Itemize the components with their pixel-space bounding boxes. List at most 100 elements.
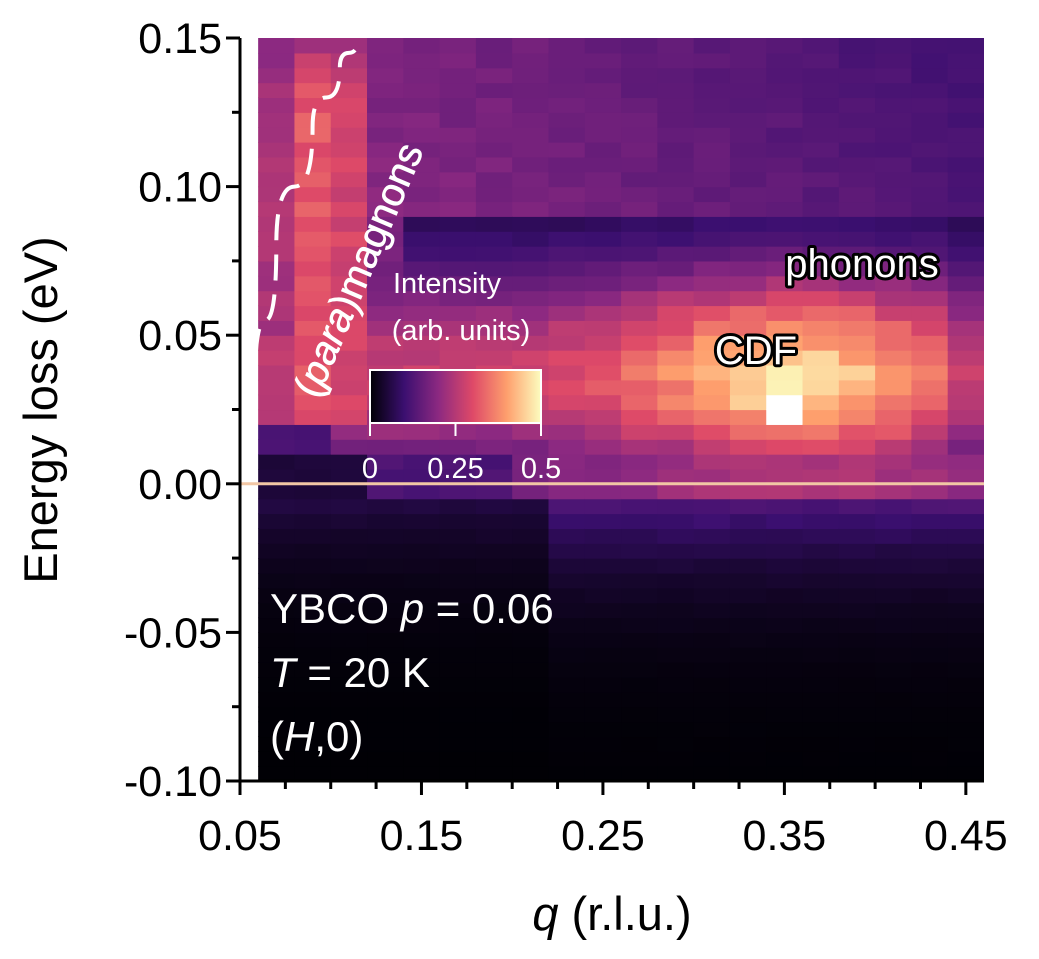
heatmap-cell [294, 350, 332, 366]
heatmap-cell [875, 587, 913, 604]
heatmap-cell [512, 127, 550, 143]
heatmap-cell [802, 231, 840, 247]
heatmap-cell [947, 379, 984, 396]
heatmap-cell [294, 82, 332, 99]
heatmap-cell [766, 127, 804, 143]
heatmap-cell [512, 186, 550, 203]
heatmap-cell [693, 721, 731, 738]
y-tick-label: 0.10 [138, 164, 222, 212]
heatmap-cell [367, 231, 404, 247]
heatmap-cell [766, 112, 804, 128]
heatmap-cell [802, 468, 840, 485]
heatmap-cell [802, 439, 840, 455]
heatmap-cell [621, 751, 658, 767]
heatmap-cell [584, 364, 622, 381]
heatmap-cell [657, 246, 695, 262]
heatmap-cell [947, 186, 984, 203]
heatmap-cell [621, 662, 658, 678]
heatmap-cell [258, 97, 296, 113]
heatmap-cell [911, 186, 949, 203]
heatmap-cell [403, 201, 441, 217]
heatmap-cell [947, 260, 984, 277]
heatmap-cell [657, 231, 695, 247]
heatmap-cell [258, 275, 296, 292]
heatmap-cell [548, 617, 586, 633]
heatmap-cell [729, 379, 767, 396]
heatmap-cell [548, 483, 586, 500]
heatmap-cell [875, 379, 913, 396]
heatmap-cell [294, 156, 332, 173]
heatmap-cell [439, 350, 477, 366]
heatmap-cell [802, 766, 840, 781]
heatmap-cell [403, 290, 441, 307]
heatmap-cell [947, 97, 984, 113]
heatmap-cell [330, 424, 368, 440]
heatmap-cell [947, 246, 984, 262]
heatmap-cell [439, 231, 477, 247]
heatmap-cell [330, 558, 368, 574]
heatmap-cell [729, 409, 767, 425]
heatmap-cell [657, 454, 695, 470]
heatmap-cell [729, 82, 767, 99]
heatmap-cell [693, 736, 731, 752]
heatmap-cell [294, 201, 332, 217]
heatmap-cell [875, 468, 913, 485]
heatmap-cell [947, 706, 984, 723]
heatmap-cell [875, 394, 913, 411]
heatmap-cell [729, 513, 767, 529]
heatmap-cell [657, 572, 695, 589]
heatmap-cell [258, 483, 296, 500]
heatmap-cell [548, 454, 586, 470]
heatmap-cell [875, 364, 913, 381]
heatmap-cell [512, 320, 550, 336]
heatmap-cell [548, 736, 586, 752]
heatmap-cell [330, 468, 368, 485]
heatmap-cell [512, 82, 550, 99]
heatmap-cell [367, 201, 404, 217]
heatmap-cell [439, 260, 477, 277]
heatmap-cell [947, 602, 984, 619]
heatmap-cell [911, 246, 949, 262]
heatmap-cell [766, 82, 804, 99]
heatmap-cell [838, 454, 876, 470]
heatmap-cell [294, 766, 332, 781]
heatmap-cell [947, 290, 984, 307]
heatmap-cell [838, 647, 876, 663]
heatmap-cell [584, 602, 622, 619]
heatmap-cell [548, 275, 586, 292]
heatmap-cell [621, 127, 658, 143]
heatmap-cell [403, 305, 441, 321]
heatmap-cell [693, 572, 731, 589]
heatmap-cell [729, 201, 767, 217]
heatmap-cell [693, 602, 731, 619]
heatmap-cell [330, 409, 368, 425]
heatmap-cell [584, 632, 622, 648]
heatmap-cell [621, 260, 658, 277]
heatmap-cell [911, 587, 949, 604]
heatmap-cell [947, 676, 984, 693]
heatmap-cell [657, 409, 695, 425]
heatmap-cell [475, 186, 513, 203]
heatmap-cell [802, 364, 840, 381]
heatmap-cell [330, 112, 368, 128]
heatmap-cell [729, 350, 767, 366]
heatmap-cell [330, 350, 368, 366]
heatmap-cell [367, 751, 404, 767]
heatmap-cell [258, 364, 296, 381]
heatmap-cell [657, 676, 695, 693]
heatmap-cell [838, 364, 876, 381]
heatmap-cell [621, 647, 658, 663]
heatmap-cell [294, 379, 332, 396]
heatmap-cell [330, 513, 368, 529]
heatmap-cell [330, 572, 368, 589]
heatmap-cell [439, 632, 477, 648]
heatmap-cell [330, 454, 368, 470]
heatmap-cell [766, 691, 804, 708]
heatmap-cell [693, 335, 731, 351]
heatmap-cell [838, 528, 876, 544]
heatmap-cell [621, 305, 658, 321]
heatmap-cell [766, 38, 804, 54]
heatmap-cell [621, 558, 658, 574]
heatmap-cell [367, 424, 404, 440]
heatmap-cell [294, 676, 332, 693]
